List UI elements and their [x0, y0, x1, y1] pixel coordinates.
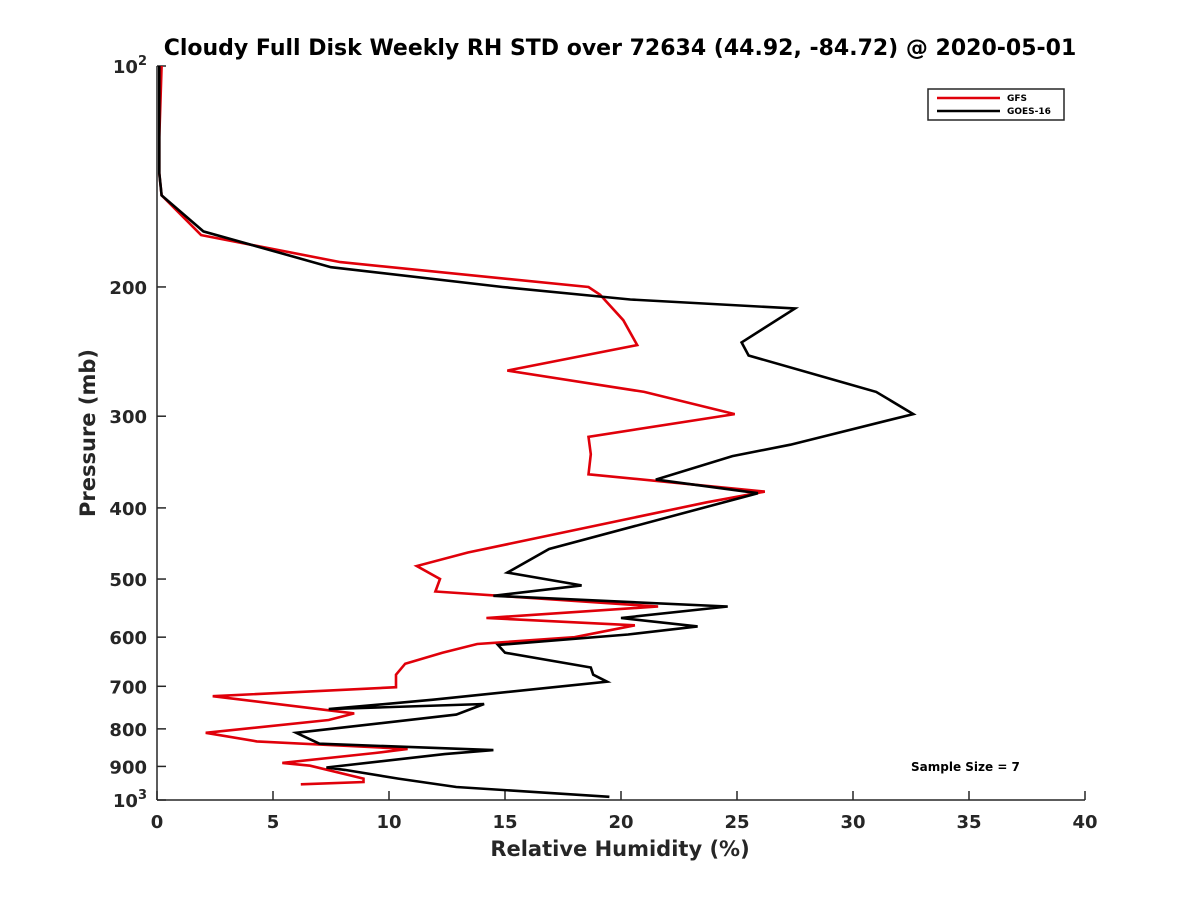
y-tick-label: 103	[113, 788, 147, 812]
x-axis-ticks: 0 5 10 15 20 25 30 35 40	[151, 791, 1098, 833]
x-tick-label: 30	[840, 812, 865, 833]
y-tick-label-base: 10	[113, 791, 138, 812]
x-tick-label: 40	[1072, 812, 1097, 833]
y-tick-label-base: 700	[109, 677, 147, 698]
legend-box	[927, 88, 1065, 121]
y-tick-label: 200	[109, 278, 147, 299]
y-tick-label-base: 500	[109, 570, 147, 591]
y-tick-label-exponent: 3	[138, 788, 147, 803]
y-axis-label: Pressure (mb)	[76, 349, 100, 517]
x-tick-label: 5	[267, 812, 280, 833]
y-tick-label: 300	[109, 407, 147, 428]
y-tick-label-base: 800	[109, 720, 147, 741]
x-tick-label: 0	[151, 812, 164, 833]
series-line-goes-16	[158, 66, 917, 799]
sample-size-annotation: Sample Size = 7	[911, 760, 1020, 774]
y-tick-label: 700	[109, 677, 147, 698]
x-tick-label: 20	[608, 812, 633, 833]
y-tick-label: 102	[113, 54, 147, 78]
x-tick-label: 25	[724, 812, 749, 833]
y-tick-label-exponent: 2	[138, 54, 147, 69]
series-line-gfs	[158, 65, 766, 786]
chart-title: Cloudy Full Disk Weekly RH STD over 7263…	[164, 36, 1077, 61]
y-tick-label-base: 10	[113, 57, 138, 78]
y-tick-label: 900	[109, 757, 147, 778]
y-tick-label-base: 900	[109, 757, 147, 778]
y-tick-label-base: 300	[109, 407, 147, 428]
y-tick-label: 800	[109, 720, 147, 741]
y-tick-label: 600	[109, 628, 147, 649]
y-tick-label-base: 200	[109, 278, 147, 299]
x-tick-label: 35	[956, 812, 981, 833]
legend-entry-label: GOES-16	[1007, 107, 1051, 117]
x-tick-label: 10	[376, 812, 401, 833]
legend-entry-label: GFS	[1007, 94, 1027, 104]
legend: GFS GOES-16	[927, 88, 1065, 121]
x-tick-label: 15	[492, 812, 517, 833]
y-tick-label: 400	[109, 499, 147, 520]
series-layer	[158, 65, 917, 799]
y-tick-label: 500	[109, 570, 147, 591]
x-axis-label: Relative Humidity (%)	[490, 837, 749, 861]
y-tick-label-base: 600	[109, 628, 147, 649]
y-tick-label-base: 400	[109, 499, 147, 520]
